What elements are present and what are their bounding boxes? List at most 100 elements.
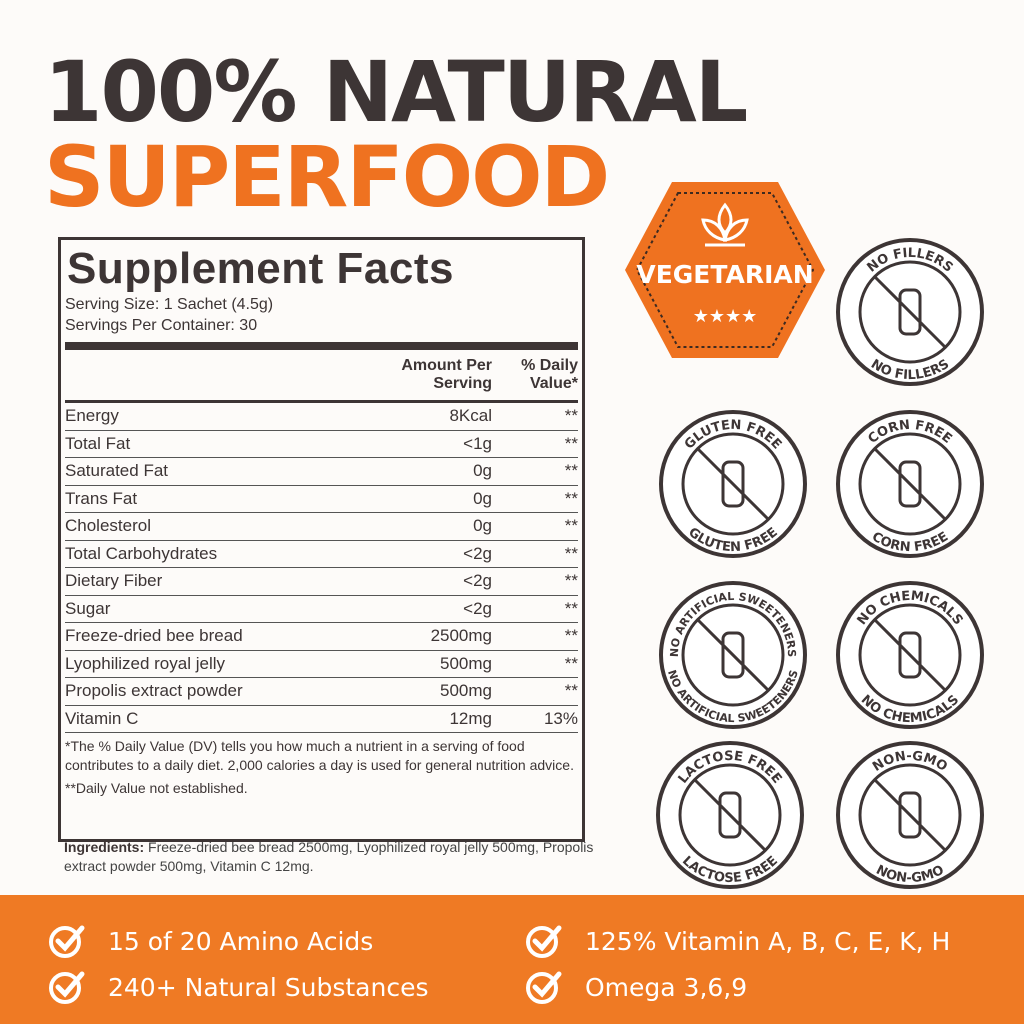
check-mark — [55, 971, 85, 998]
daily-value: ** — [564, 653, 578, 673]
daily-value: ** — [564, 406, 578, 425]
nutrient: Lyophilized royal jelly — [65, 653, 226, 673]
servings: Servings Per Container: 30 — [65, 317, 258, 334]
nutrient: Trans Fat — [65, 488, 138, 508]
vegetarian-badge: VEGETARIAN ★★★★ — [625, 182, 825, 358]
badge-slash — [873, 778, 947, 852]
badge-label: NON-GMO — [873, 863, 946, 886]
facts-row: Lyophilized royal jelly 500mg ** — [65, 651, 578, 678]
check-icon — [49, 925, 85, 958]
supplement-facts: Supplement Facts Serving Size: 1 Sachet … — [58, 237, 585, 842]
check-ring — [526, 972, 558, 1004]
amount: 500mg — [440, 653, 492, 673]
badge-icon — [721, 631, 745, 679]
column-header: Amount Per Serving — [401, 357, 492, 392]
badge-inner — [678, 763, 782, 867]
amount: <1g — [463, 433, 492, 453]
badge-icon — [898, 791, 922, 839]
check-mark — [532, 925, 562, 952]
badge-icon — [898, 631, 922, 679]
nutrient: Cholesterol — [65, 516, 151, 535]
nutrient: Sugar — [65, 598, 111, 618]
headline-accent: SUPERFOOD — [44, 128, 610, 226]
footnote: **Daily Value not established. — [65, 780, 248, 796]
facts-row: Total Fat <1g ** — [65, 431, 578, 458]
badge-inner — [858, 260, 962, 364]
facts-rows: Energy 8Kcal ** Total Fat <1g ** Saturated Fat… — [65, 403, 578, 733]
amount: 0g — [473, 461, 492, 480]
nutrient: Energy — [65, 406, 119, 425]
badge-text: NON-GMO — [873, 863, 946, 886]
feature: 15 of 20 Amino Acids — [48, 922, 373, 960]
nutrient: Total Carbohydrates — [65, 543, 218, 563]
stars: ★★★★ — [693, 306, 758, 326]
badge-inner — [858, 603, 962, 707]
facts-row: Sugar <2g ** — [65, 596, 578, 623]
ingredients: Ingredients: Freeze-dried bee bread 2500… — [64, 838, 594, 876]
daily-value: ** — [564, 598, 578, 618]
amount: 2500mg — [430, 626, 492, 645]
badge-icon — [898, 288, 922, 336]
feature-text: 125% Vitamin A, B, C, E, K, H — [585, 926, 951, 956]
check-mark — [55, 925, 85, 952]
badge-inner — [858, 763, 962, 867]
facts-row: Propolis extract powder 500mg ** — [65, 678, 578, 706]
badge-slash — [873, 275, 947, 349]
column-header: % Daily Value* — [521, 357, 578, 392]
headline: 100% NATURAL — [44, 43, 748, 141]
badge-icon — [721, 460, 745, 508]
daily-value: ** — [564, 488, 578, 508]
badge-slash — [873, 447, 947, 521]
daily-value: ** — [564, 681, 578, 700]
check-icon — [526, 925, 562, 958]
daily-value: 13% — [543, 708, 578, 728]
check-icon — [526, 971, 562, 1004]
feature-band — [0, 895, 1024, 1024]
badge-slash — [693, 778, 767, 852]
facts-row: Freeze-dried bee bread 2500mg ** — [65, 623, 578, 651]
daily-value: ** — [564, 626, 578, 645]
daily-value: ** — [564, 461, 578, 480]
feature-text: 240+ Natural Substances — [108, 972, 429, 1002]
badge-slash — [696, 618, 770, 692]
badge-icon — [718, 791, 742, 839]
vegetarian-label: VEGETARIAN — [636, 260, 813, 289]
check-mark — [532, 971, 562, 998]
serving-size: Serving Size: 1 Sachet (4.5g) — [65, 296, 274, 313]
check-ring — [49, 926, 81, 958]
feature-text: 15 of 20 Amino Acids — [108, 926, 374, 956]
badge-icon — [898, 460, 922, 508]
check-ring — [49, 972, 81, 1004]
ingredients-text: Freeze-dried bee bread 2500mg, Lyophiliz… — [64, 839, 594, 874]
badge-slash — [873, 618, 947, 692]
amount: <2g — [463, 598, 492, 618]
nutrient: Propolis extract powder — [65, 681, 243, 700]
nutrient: Dietary Fiber — [65, 571, 163, 590]
ingredients-label: Ingredients: — [64, 839, 145, 855]
amount: <2g — [463, 543, 492, 563]
facts-row: Cholesterol 0g ** — [65, 513, 578, 541]
nutrient: Saturated Fat — [65, 461, 169, 480]
footnote: *The % Daily Value (DV) tells you how mu… — [65, 738, 574, 773]
feature: 240+ Natural Substances — [48, 968, 429, 1006]
nutrient: Vitamin C — [65, 708, 139, 728]
badge-inner — [681, 603, 785, 707]
daily-value: ** — [564, 516, 578, 535]
facts-title: Supplement Facts — [67, 244, 454, 293]
facts-row: Total Carbohydrates <2g ** — [65, 541, 578, 568]
column-headers: Amount Per Serving % Daily Value* — [65, 350, 578, 403]
daily-value: ** — [564, 571, 578, 590]
amount: 0g — [473, 516, 492, 535]
badge-inner — [858, 432, 962, 536]
facts-row: Vitamin C 12mg 13% — [65, 706, 578, 733]
feature: 125% Vitamin A, B, C, E, K, H — [525, 922, 950, 960]
nutrient: Freeze-dried bee bread — [65, 626, 243, 645]
check-icon — [49, 971, 85, 1004]
